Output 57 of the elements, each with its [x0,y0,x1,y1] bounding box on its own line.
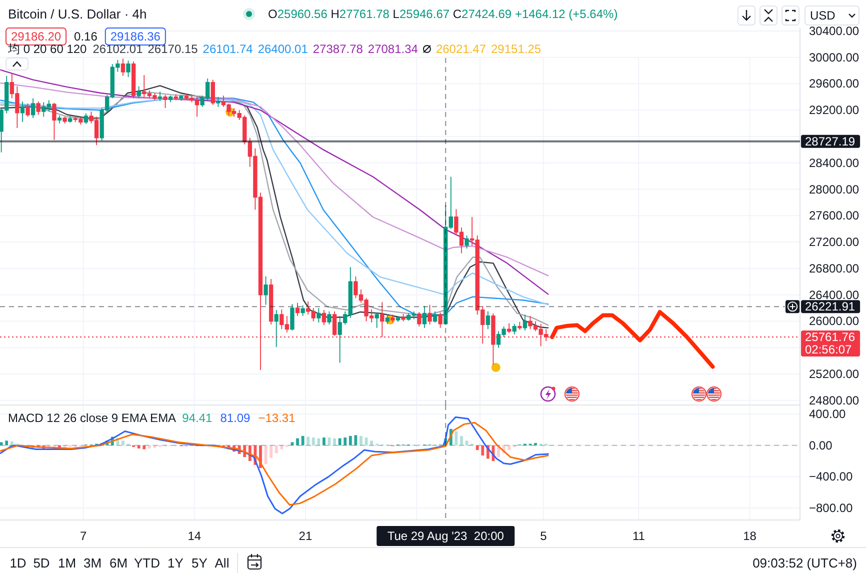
y-tick-label: 28000.00 [809,182,860,196]
x-tick-label: 14 [188,529,202,543]
y-tick-label: 26400.00 [809,288,860,302]
y-tick-label: 28400.00 [809,156,860,170]
x-tick-label: 11 [632,529,646,543]
y-tick-label: 25200.00 [809,366,860,381]
y-tick-label: 0.00 [809,438,833,452]
annotation: 29186.36 [110,30,161,44]
text: 6M [109,556,128,570]
annotation: 26400.01 [258,42,308,56]
annotation: 27387.78 [312,42,364,56]
y-tick-label: 27600.00 [809,208,860,223]
text: 1D [10,556,26,570]
annotation: 26021.47 [436,42,486,56]
y-tick-label: 27200.00 [809,235,860,250]
annotation: 26102.01 [92,42,144,56]
text: 02:56:07 [805,342,852,356]
annotation: 均 0 20 60 120 [7,42,88,56]
ref-line-label: 26221.91 [805,300,856,314]
text: 09:03:52 (UTC+8) [752,556,857,570]
annotation: 94.41 [182,411,213,425]
annotation: 81.09 [220,411,251,425]
ref-line-label: Tue 29 Aug '23 20:00 [387,529,504,543]
ref-line-label: 28727.19 [805,134,856,148]
text: O25960.56 H27761.78 L25946.67 C27424.69 +1464.12 (+5.64%) [268,7,618,21]
annotation: 29151.25 [491,42,542,56]
text: All [214,556,230,570]
annotation: 0.16 [74,30,98,44]
y-tick-label: 30000.00 [809,50,860,64]
y-tick-label: 30400.00 [809,24,860,38]
x-tick-label: 5 [540,529,548,543]
y-tick-label: 29200.00 [809,103,860,118]
x-tick-label: 7 [80,529,87,543]
text: 5Y [192,556,208,570]
text: 1M [58,556,76,570]
annotation: 27081.34 [368,42,418,56]
y-tick-label: 400.00 [809,407,846,422]
y-tick-label: −800.00 [809,501,854,516]
y-tick-label: 24800.00 [809,393,860,408]
chart-title: Bitcoin / U.S. Dollar · 4h [8,6,147,22]
y-tick-label: −400.00 [809,470,854,484]
text: 3M [83,556,102,570]
y-tick-label: 26800.00 [809,261,860,276]
y-tick-label: 26000.00 [809,314,860,328]
ref-line-label: 25761.76 [805,330,856,344]
text: USD [810,8,836,22]
x-tick-label: 21 [298,529,312,543]
text: 5D [33,556,50,570]
annotation: −13.31 [258,411,296,425]
y-tick-label: 29600.00 [809,76,860,91]
annotation: 26170.15 [148,42,198,56]
text: MACD 12 26 close 9 EMA EMA [8,411,176,425]
text: YTD [134,556,160,570]
x-tick-label: 18 [743,529,757,543]
annotation: 29186.20 [10,30,62,44]
text: 1Y [168,556,184,570]
annotation: 26101.74 [202,42,254,56]
